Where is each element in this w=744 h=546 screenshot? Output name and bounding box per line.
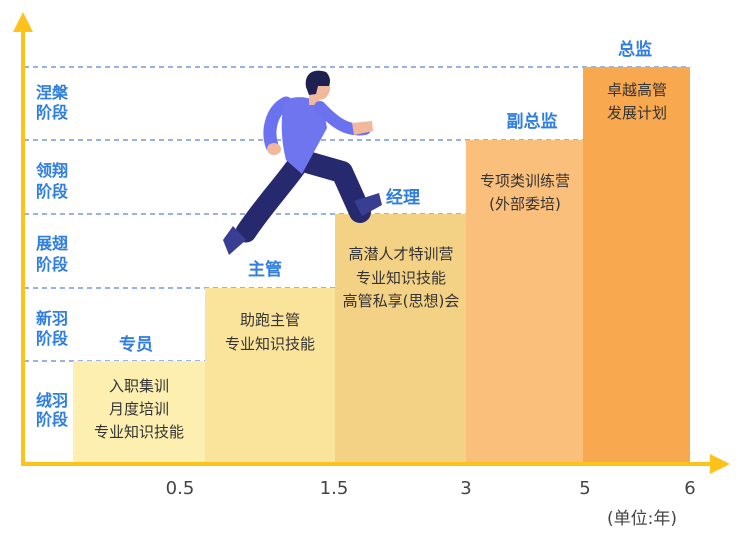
zhuguan-line-2: 专业知识技能 <box>225 335 315 353</box>
stage-label-3-line2: 阶段 <box>36 255 69 274</box>
bar-jingli <box>335 214 466 463</box>
x-tick-1: 0.5 <box>166 478 195 499</box>
bar-zongjian <box>583 67 690 463</box>
zongjian-line-1: 卓越高管 <box>607 81 667 99</box>
stage-label-1-line1: 绒羽 <box>36 391 68 410</box>
stage-label-4-line1: 领翔 <box>36 161 68 180</box>
jingli-line-3: 高管私享(思想)会 <box>343 292 460 310</box>
zhuanyuan-line-2: 月度培训 <box>109 400 169 418</box>
stage-label-4-line2: 阶段 <box>36 182 69 201</box>
y-axis-arrow-icon <box>13 12 33 32</box>
zhuanyuan-line-3: 专业知识技能 <box>94 423 184 441</box>
fuzongjian-line-1: 专项类训练营 <box>480 172 570 190</box>
stage-label-2-line2: 阶段 <box>36 329 69 348</box>
x-tick-5: 6 <box>684 478 695 499</box>
stage-label-2-line1: 新羽 <box>36 309 68 328</box>
stage-labels: 绒羽 阶段 新羽 阶段 展翅 阶段 领翔 阶段 涅槃 阶段 <box>36 83 69 429</box>
unit-label: (单位:年) <box>607 509 677 529</box>
role-title-zhuanyuan: 专员 <box>119 334 153 355</box>
x-tick-4: 5 <box>579 478 590 499</box>
jingli-line-2: 专业知识技能 <box>356 269 446 287</box>
x-tick-2: 1.5 <box>320 478 349 499</box>
bar-zhuguan <box>205 288 335 463</box>
role-titles: 专员 主管 经理 副总监 总监 <box>119 39 652 355</box>
x-tick-3: 3 <box>460 478 471 499</box>
role-title-fuzongjian: 副总监 <box>507 111 558 132</box>
role-title-zhuguan: 主管 <box>248 259 282 280</box>
step-bars <box>73 67 690 463</box>
stage-label-5-line2: 阶段 <box>36 103 69 122</box>
bar-zhuanyuan <box>73 361 205 463</box>
running-man-icon <box>223 70 382 255</box>
stage-label-3-line1: 展翅 <box>36 234 68 253</box>
role-descriptions: 入职集训 月度培训 专业知识技能 助跑主管 专业知识技能 高潜人才特训营 专业知… <box>94 81 667 441</box>
axes <box>13 12 730 474</box>
stage-label-1-line2: 阶段 <box>36 410 69 429</box>
stage-label-5-line1: 涅槃 <box>36 83 69 102</box>
jingli-line-1: 高潜人才特训营 <box>348 245 453 263</box>
bar-fuzongjian <box>466 140 583 463</box>
role-title-zongjian: 总监 <box>618 39 652 60</box>
x-tick-labels: 0.5 1.5 3 5 6 (单位:年) <box>166 478 696 529</box>
x-axis-arrow-icon <box>710 454 730 474</box>
zongjian-line-2: 发展计划 <box>607 104 667 122</box>
zhuguan-line-1: 助跑主管 <box>240 311 300 329</box>
fuzongjian-line-2: (外部委培) <box>489 195 561 213</box>
role-title-jingli: 经理 <box>386 187 420 208</box>
zhuanyuan-line-1: 入职集训 <box>109 377 169 395</box>
